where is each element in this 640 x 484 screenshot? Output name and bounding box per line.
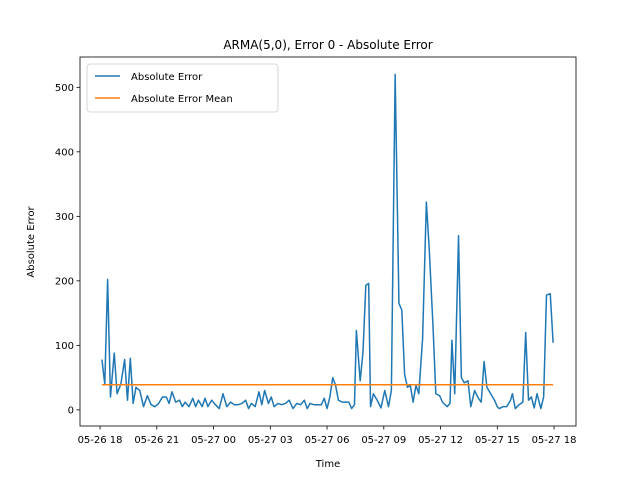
x-tick-label: 05-27 12 (418, 435, 463, 446)
x-tick-label: 05-27 03 (248, 435, 293, 446)
legend-box (86, 63, 279, 113)
legend-label: Absolute Error Mean (131, 94, 233, 105)
x-axis-label: Time (315, 459, 340, 470)
y-axis-label: Absolute Error (26, 205, 37, 277)
y-tick-label: 500 (55, 83, 74, 94)
plot-frame (79, 56, 577, 427)
chart-title: ARMA(5,0), Error 0 - Absolute Error (223, 38, 432, 52)
x-tick-label: 05-27 00 (191, 435, 236, 446)
y-tick-label: 0 (68, 405, 74, 416)
x-tick-label: 05-27 15 (475, 435, 520, 446)
x-tick-label: 05-26 18 (78, 435, 123, 446)
y-tick-label: 300 (55, 212, 74, 223)
x-tick-label: 05-27 06 (305, 435, 350, 446)
legend-label: Absolute Error (131, 72, 203, 83)
y-tick-label: 100 (55, 341, 74, 352)
x-tick-label: 05-27 18 (532, 435, 577, 446)
y-tick-label: 400 (55, 147, 74, 158)
x-tick-label: 05-27 09 (361, 435, 406, 446)
y-tick-label: 200 (55, 276, 74, 287)
data-line (101, 73, 554, 410)
x-tick-label: 05-26 21 (134, 435, 179, 446)
